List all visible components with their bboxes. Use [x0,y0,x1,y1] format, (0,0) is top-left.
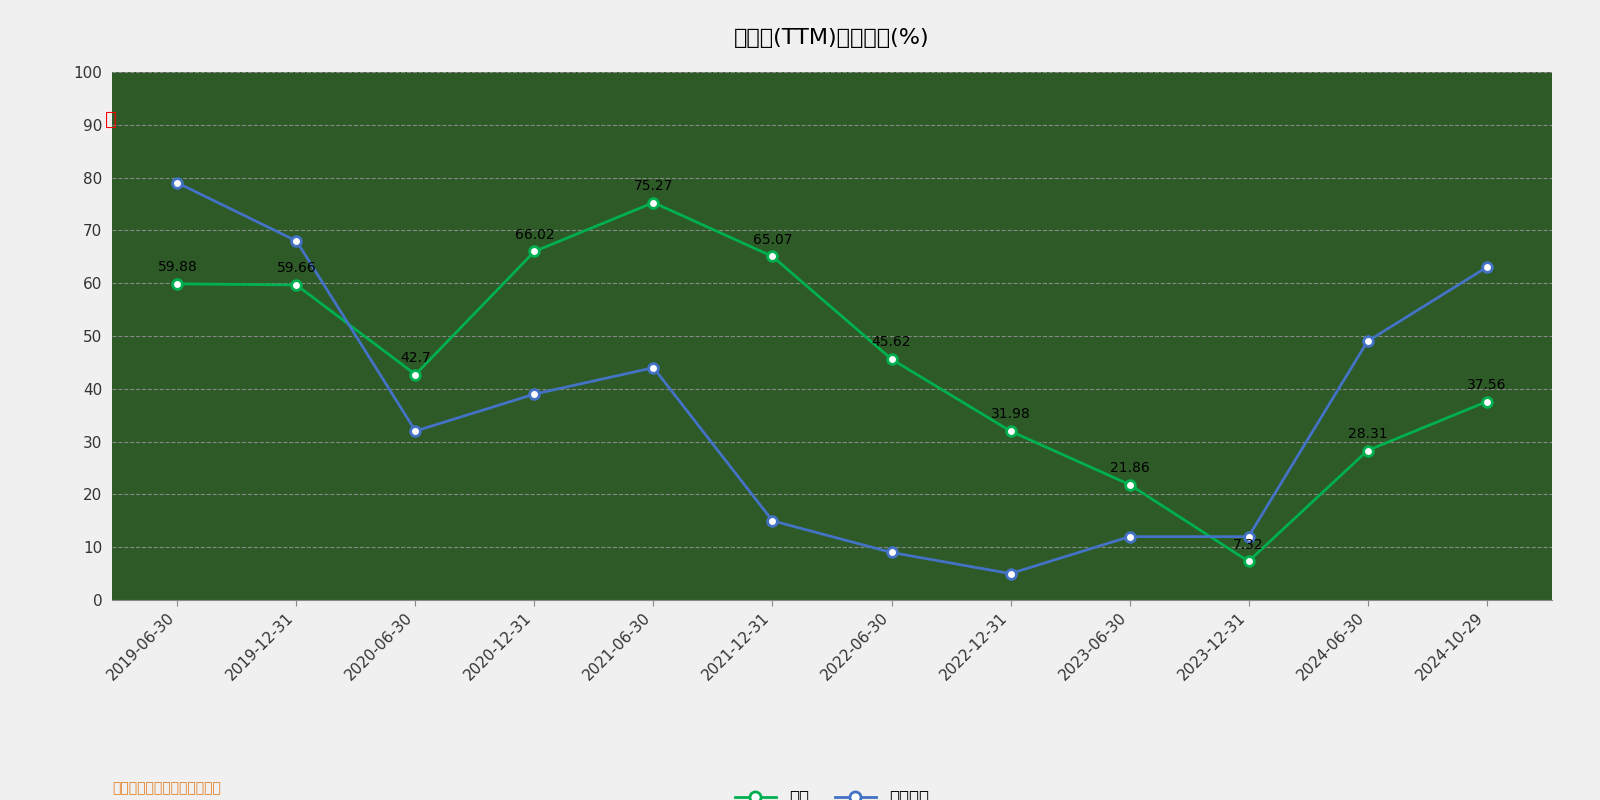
Text: 42.7: 42.7 [400,351,430,365]
Text: 买: 买 [106,110,117,129]
Legend: 公司, 行业均値: 公司, 行业均値 [728,782,936,800]
Text: 66.02: 66.02 [515,228,554,242]
Text: 45.62: 45.62 [872,335,912,350]
Text: 21.86: 21.86 [1110,461,1149,475]
Text: 59.88: 59.88 [157,260,197,274]
Text: 制图数据来自恒生聚源数据库: 制图数据来自恒生聚源数据库 [112,781,221,795]
Text: 28.31: 28.31 [1347,427,1387,441]
Text: 37.56: 37.56 [1467,378,1506,392]
Title: 市销率(TTM)历史分位(%): 市销率(TTM)历史分位(%) [734,28,930,48]
Text: 31.98: 31.98 [990,407,1030,422]
Text: 65.07: 65.07 [752,233,792,246]
Text: 75.27: 75.27 [634,179,674,193]
Text: 7.32: 7.32 [1234,538,1264,552]
Text: 59.66: 59.66 [277,262,317,275]
